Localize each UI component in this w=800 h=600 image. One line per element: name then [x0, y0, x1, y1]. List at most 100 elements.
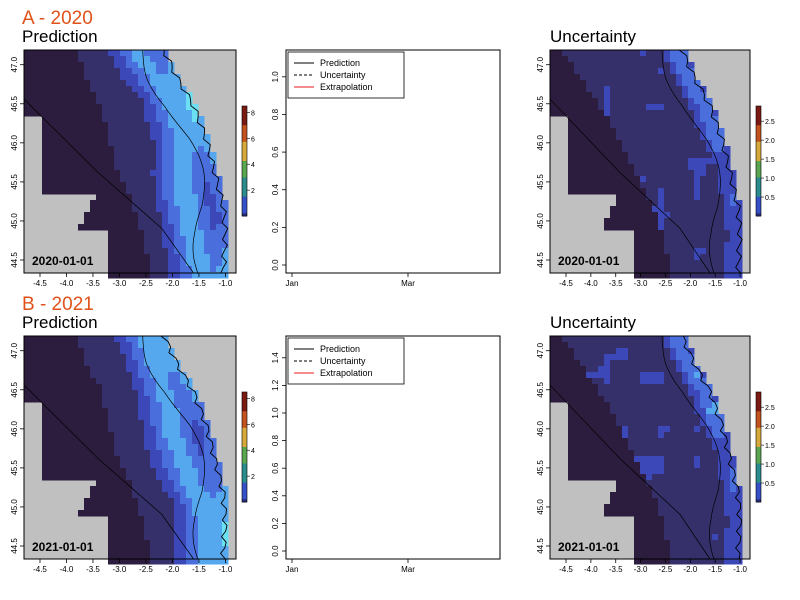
raster-cell	[652, 266, 659, 273]
raster-cell	[108, 384, 115, 391]
raster-cell	[604, 366, 611, 373]
raster-cell	[114, 242, 121, 249]
y-tick-label: 47.0	[10, 56, 19, 72]
raster-cell	[126, 390, 133, 397]
colorbar-segment	[242, 108, 247, 112]
raster-cell	[144, 426, 151, 433]
raster-cell	[556, 56, 563, 63]
raster-cell	[174, 170, 181, 177]
raster-cell	[700, 492, 707, 499]
colorbar-segment	[242, 144, 247, 148]
raster-cell	[192, 248, 199, 255]
raster-cell	[186, 486, 193, 493]
raster-cell	[144, 378, 151, 385]
raster-cell	[664, 56, 671, 63]
raster-cell	[162, 140, 169, 147]
raster-cell	[604, 170, 611, 177]
raster-cell	[114, 266, 121, 273]
raster-cell	[568, 360, 575, 367]
raster-cell	[616, 74, 623, 81]
raster-cell	[688, 408, 695, 415]
raster-cell	[126, 254, 133, 261]
raster-cell	[204, 224, 211, 231]
raster-cell	[706, 450, 713, 457]
raster-cell	[724, 194, 731, 201]
colorbar-tick-label: 2.5	[765, 119, 775, 126]
colorbar-segment	[756, 455, 761, 459]
raster-cell	[96, 468, 103, 475]
raster-cell	[180, 152, 187, 159]
raster-cell	[54, 468, 61, 475]
raster-cell	[634, 152, 641, 159]
raster-cell	[622, 504, 629, 511]
raster-cell	[198, 420, 205, 427]
y-tick-label: 1.0	[271, 407, 280, 419]
raster-cell	[216, 528, 223, 535]
colorbar-segment	[242, 408, 247, 412]
raster-cell	[114, 558, 121, 565]
raster-cell	[658, 468, 665, 475]
raster-cell	[174, 266, 181, 273]
raster-cell	[138, 272, 145, 279]
raster-cell	[138, 450, 145, 457]
raster-cell	[108, 212, 115, 219]
raster-cell	[640, 92, 647, 99]
raster-cell	[610, 188, 617, 195]
raster-cell	[144, 110, 151, 117]
raster-cell	[138, 444, 145, 451]
raster-cell	[646, 206, 653, 213]
raster-cell	[48, 56, 55, 63]
raster-cell	[622, 62, 629, 69]
raster-cell	[60, 390, 67, 397]
raster-cell	[102, 372, 109, 379]
raster-cell	[126, 456, 133, 463]
raster-cell	[550, 384, 557, 391]
raster-cell	[682, 182, 689, 189]
colorbar-segment	[242, 485, 247, 489]
raster-cell	[682, 534, 689, 541]
raster-cell	[676, 492, 683, 499]
coastline	[678, 49, 743, 274]
raster-cell	[48, 110, 55, 117]
raster-cell	[114, 456, 121, 463]
raster-cell	[126, 402, 133, 409]
shelf-edge-contour	[549, 98, 711, 274]
raster-cell	[664, 480, 671, 487]
colorbar-segment	[242, 185, 247, 189]
raster-cell	[78, 336, 85, 343]
raster-cell	[126, 468, 133, 475]
raster-cell	[48, 354, 55, 361]
raster-cell	[736, 498, 743, 505]
raster-cell	[688, 182, 695, 189]
raster-cell	[48, 390, 55, 397]
raster-cell	[634, 218, 641, 225]
raster-cell	[144, 68, 151, 75]
raster-cell	[120, 176, 127, 183]
raster-cell	[108, 372, 115, 379]
raster-cell	[592, 432, 599, 439]
raster-cell	[120, 182, 127, 189]
raster-cell	[622, 474, 629, 481]
raster-cell	[598, 408, 605, 415]
raster-cell	[682, 360, 689, 367]
colorbar-segment	[242, 117, 247, 121]
raster-cell	[72, 74, 79, 81]
raster-cell	[550, 390, 557, 397]
raster-cell	[658, 384, 665, 391]
raster-cell	[586, 182, 593, 189]
raster-cell	[730, 528, 737, 535]
raster-cell	[694, 450, 701, 457]
raster-cell	[682, 80, 689, 87]
raster-cell	[90, 188, 97, 195]
raster-cell	[652, 498, 659, 505]
raster-cell	[90, 200, 97, 207]
raster-cell	[162, 492, 169, 499]
raster-cell	[108, 260, 115, 267]
raster-cell	[706, 266, 713, 273]
colorbar-segment	[242, 466, 247, 470]
raster-cell	[54, 360, 61, 367]
raster-cell	[670, 176, 677, 183]
raster-cell	[634, 164, 641, 171]
raster-cell	[90, 438, 97, 445]
raster-cell	[198, 558, 205, 565]
